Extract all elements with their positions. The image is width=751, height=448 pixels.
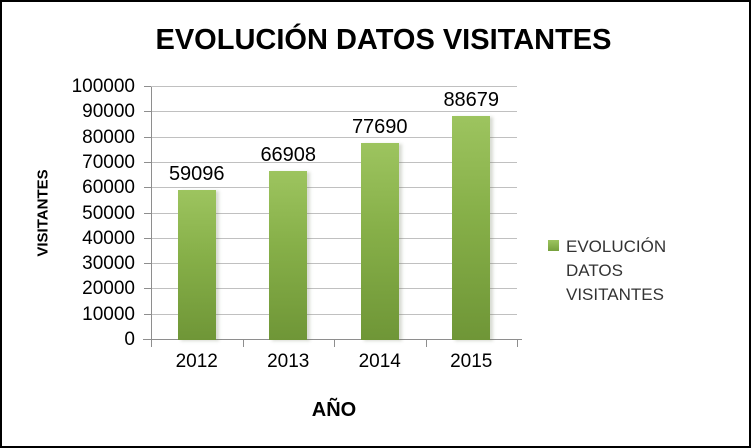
legend: EVOLUCIÓN DATOS VISITANTES bbox=[548, 235, 738, 307]
x-category-label: 2012 bbox=[175, 351, 218, 372]
y-tick bbox=[144, 136, 151, 138]
chart-title: EVOLUCIÓN DATOS VISITANTES bbox=[155, 24, 612, 56]
x-category-label: 2014 bbox=[358, 351, 401, 372]
bar-value-label: 59096 bbox=[168, 163, 225, 186]
gridline bbox=[151, 86, 517, 87]
y-axis-line bbox=[151, 87, 152, 340]
bar-value-label: 77690 bbox=[351, 116, 408, 139]
bar-value-label: 88679 bbox=[443, 88, 500, 111]
x-category-label: 2015 bbox=[450, 351, 493, 372]
y-tick bbox=[144, 313, 151, 315]
gridline bbox=[151, 187, 517, 189]
x-axis-line bbox=[143, 339, 522, 340]
y-tick-label: 40000 bbox=[82, 227, 135, 249]
bar-value-label: 66908 bbox=[260, 143, 317, 166]
y-tick bbox=[144, 212, 151, 214]
y-tick bbox=[144, 288, 151, 290]
x-tick bbox=[334, 340, 335, 347]
gridline bbox=[151, 313, 517, 315]
y-tick bbox=[144, 111, 151, 113]
y-tick-label: 10000 bbox=[82, 303, 135, 325]
y-tick-label: 0 bbox=[124, 329, 135, 350]
bar bbox=[177, 190, 216, 340]
y-tick-label: 30000 bbox=[82, 253, 135, 275]
gridline bbox=[151, 263, 517, 265]
y-tick bbox=[144, 187, 151, 189]
x-tick bbox=[242, 340, 244, 347]
y-tick-label: 90000 bbox=[82, 101, 135, 123]
bar bbox=[360, 143, 399, 340]
x-category-label: 2013 bbox=[267, 351, 310, 372]
x-axis-title: AÑO bbox=[311, 399, 357, 421]
x-tick bbox=[425, 340, 427, 347]
y-tick-label: 70000 bbox=[82, 151, 135, 173]
y-tick-label: 20000 bbox=[82, 278, 135, 300]
legend-marker-icon bbox=[548, 240, 559, 251]
gridline bbox=[151, 136, 517, 138]
gridline bbox=[151, 288, 517, 290]
y-tick-label: 60000 bbox=[82, 177, 135, 199]
x-tick bbox=[517, 340, 518, 347]
y-tick-label: 80000 bbox=[82, 126, 135, 148]
y-tick-label: 100000 bbox=[71, 76, 135, 97]
gridline bbox=[151, 212, 517, 214]
bar bbox=[452, 115, 491, 340]
y-tick bbox=[144, 237, 151, 239]
legend-label: EVOLUCIÓN DATOS VISITANTES bbox=[566, 237, 667, 304]
bar bbox=[269, 170, 308, 340]
y-tick bbox=[144, 86, 151, 87]
gridline bbox=[151, 237, 517, 239]
y-tick-label: 50000 bbox=[82, 202, 135, 224]
x-tick bbox=[151, 340, 152, 347]
y-tick bbox=[144, 263, 151, 265]
y-tick bbox=[144, 161, 151, 163]
gridline bbox=[151, 161, 517, 163]
gridline bbox=[151, 111, 517, 113]
